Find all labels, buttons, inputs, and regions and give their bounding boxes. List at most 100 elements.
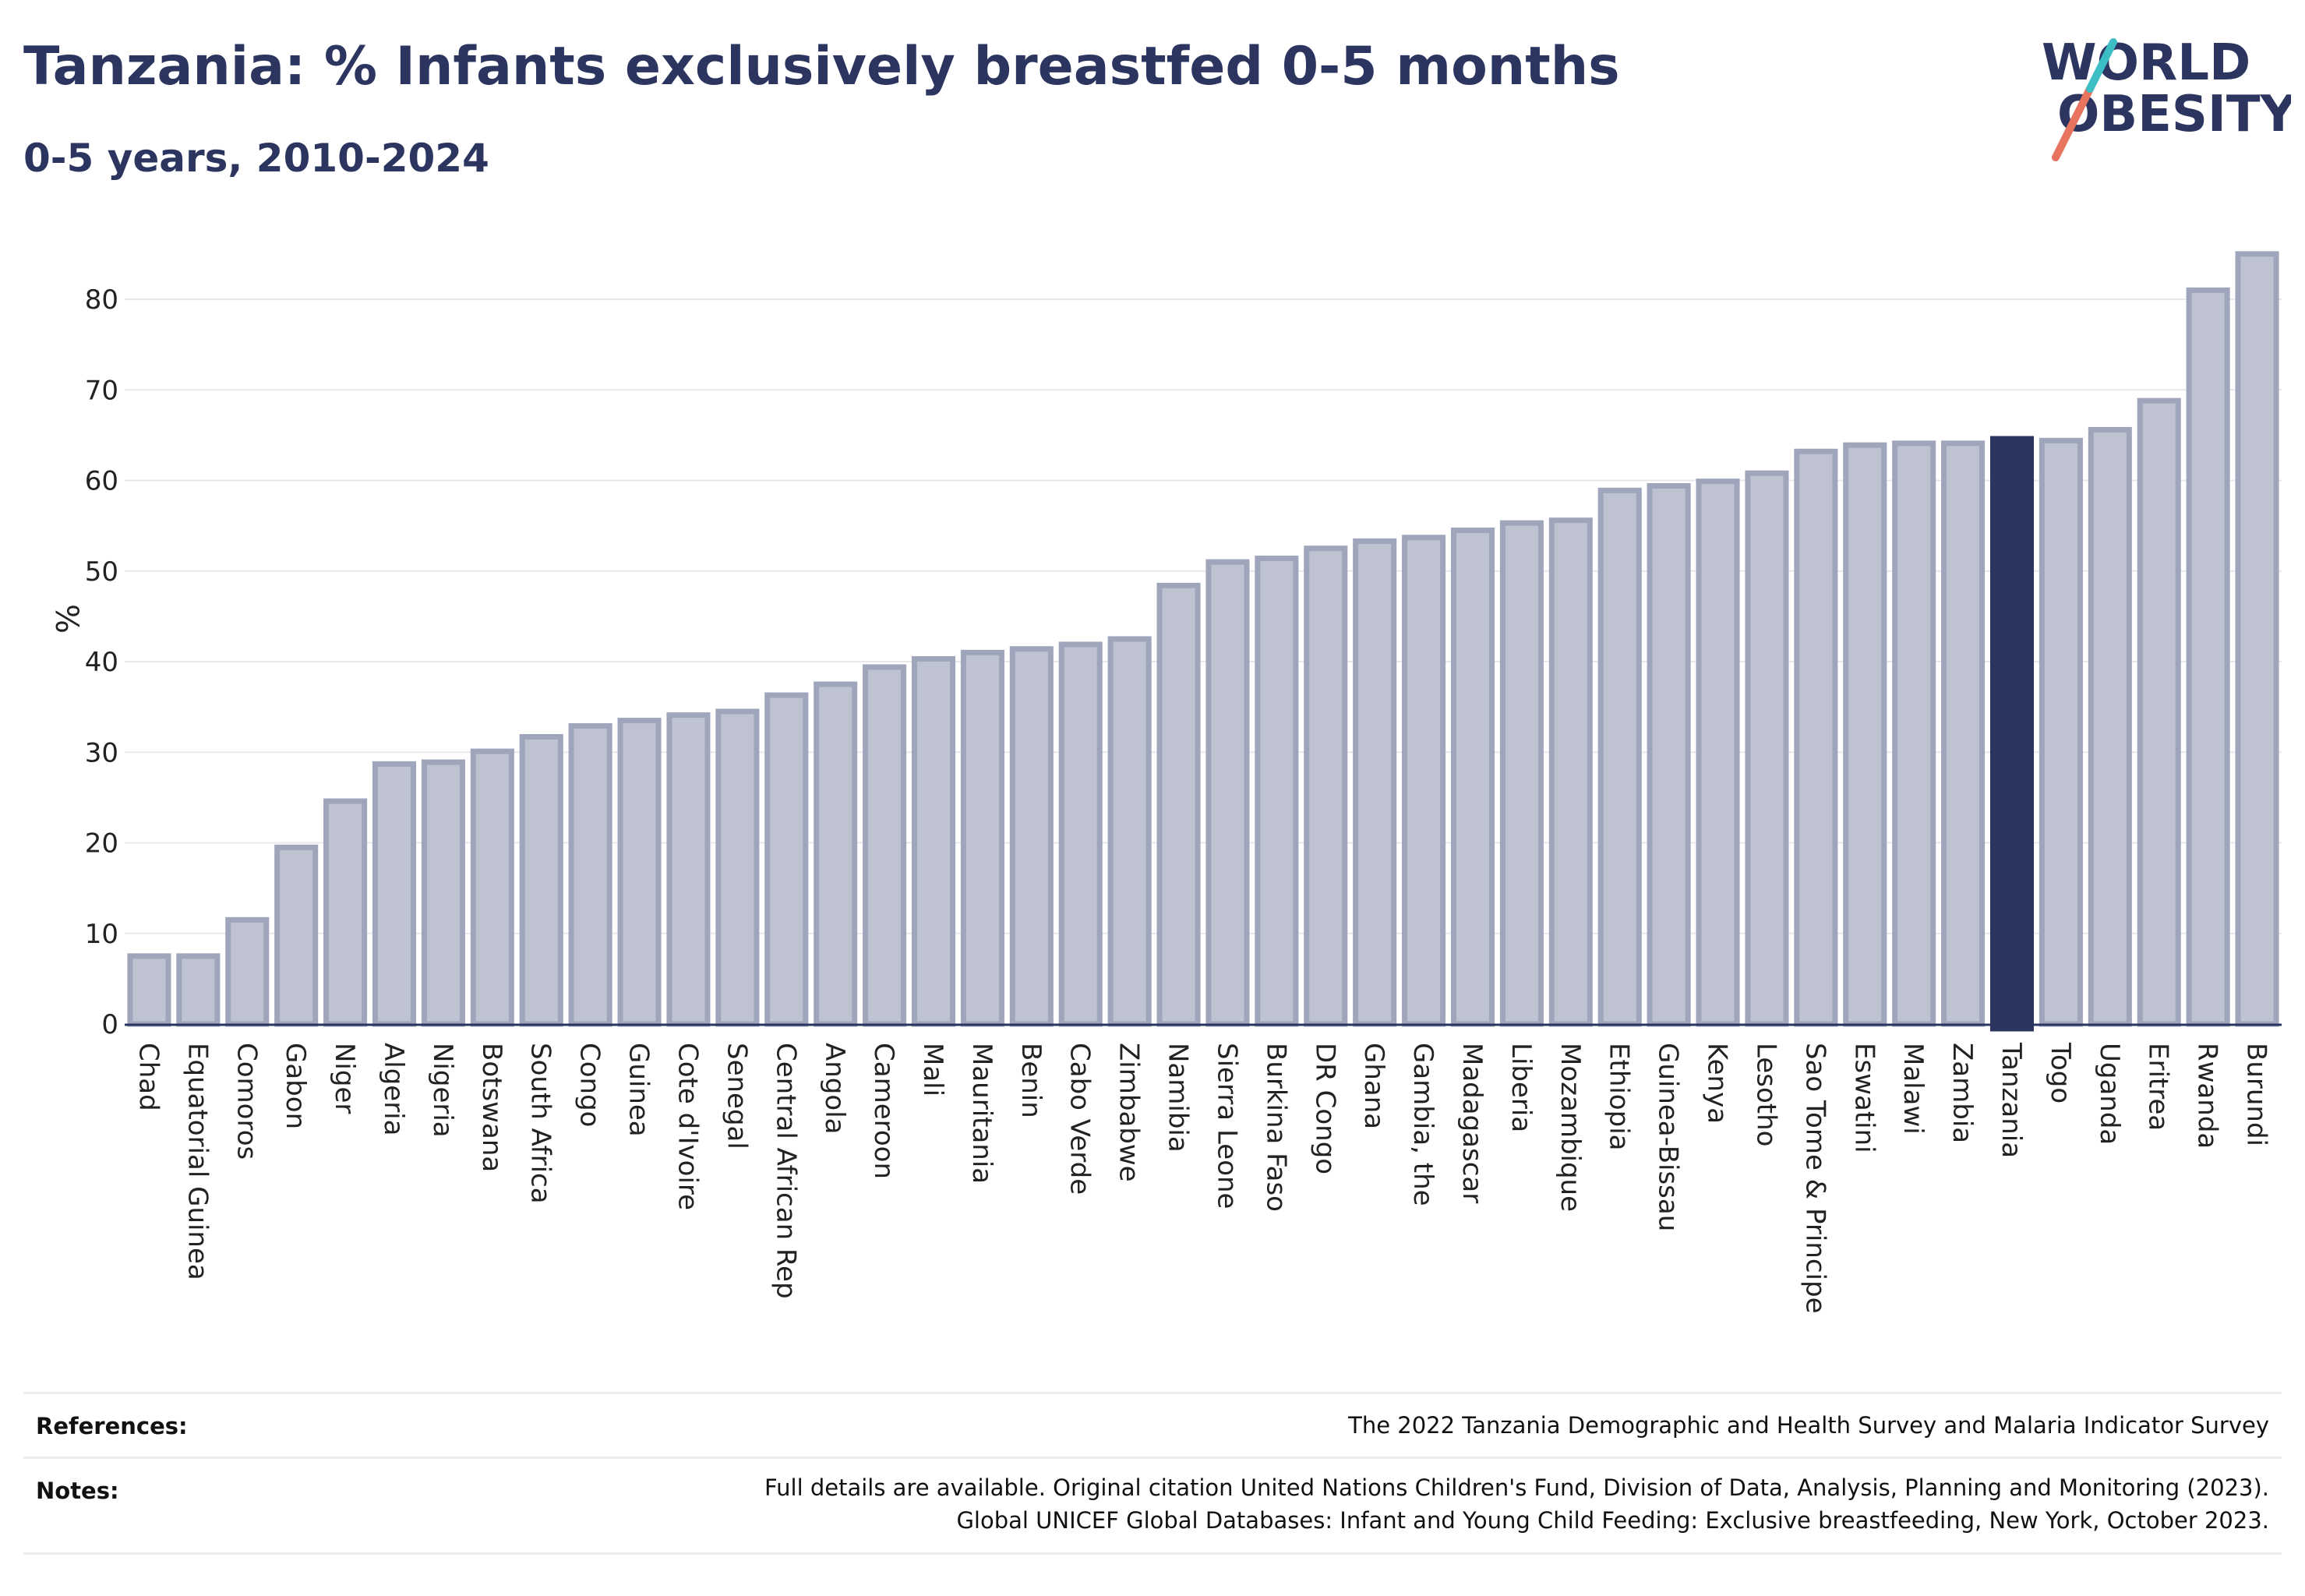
x-tick-label-nigeria: Nigeria [427,1043,458,1138]
x-tick-label-rwanda: Rwanda [2192,1043,2223,1149]
x-tick-label-namibia: Namibia [1163,1043,1194,1153]
y-tick-label-10: 10 [85,919,118,950]
footer: References: The 2022 Tanzania Demographi… [23,1392,2282,1555]
logo-line-world: WORLD [2042,34,2250,92]
bar-mali [911,656,956,1027]
bar-mozambique [1548,517,1593,1027]
bar-dr-congo [1304,546,1348,1027]
x-tick-label-central-african-rep: Central African Rep [770,1043,801,1299]
bar-cameroon [863,664,907,1027]
x-tick-label-zambia: Zambia [1947,1043,1978,1143]
x-tick-label-ethiopia: Ethiopia [1604,1043,1635,1150]
x-tick-label-comoros: Comoros [231,1043,262,1160]
bar-gambia-the [1402,535,1446,1027]
bar-algeria [372,761,417,1027]
bar-sierra-leone [1205,559,1250,1027]
y-tick-label-70: 70 [85,375,118,406]
x-tick-label-congo: Congo [574,1043,605,1127]
bar-ghana [1353,538,1397,1027]
x-tick-label-guinea: Guinea [623,1043,655,1137]
bar-central-african-rep [764,692,809,1027]
bar-congo [568,723,612,1027]
bar-senegal [715,708,760,1027]
bar-uganda [2088,426,2132,1027]
bar-togo [2038,437,2083,1027]
bar-lesotho [1745,470,1789,1027]
x-tick-label-benin: Benin [1015,1043,1047,1118]
x-tick-label-madagascar: Madagascar [1456,1043,1488,1203]
bar-mauritania [960,649,1004,1027]
y-tick-label-50: 50 [85,556,118,588]
x-tick-label-ghana: Ghana [1358,1043,1389,1129]
bar-chad [127,953,171,1027]
notes-text-line-1: Full details are available. Original cit… [764,1474,2269,1501]
bar-cabo-verde [1058,641,1103,1027]
bar-zimbabwe [1107,636,1152,1027]
x-tick-label-botswana: Botswana [476,1043,507,1172]
x-tick-label-togo: Togo [2045,1042,2076,1103]
x-tick-label-burundi: Burundi [2241,1043,2272,1146]
bar-comoros [225,916,270,1027]
x-tick-label-equatorial-guinea: Equatorial Guinea [182,1043,213,1280]
bar-eritrea [2137,397,2181,1027]
x-tick-label-mozambique: Mozambique [1555,1043,1586,1212]
y-tick-label-30: 30 [85,737,118,768]
y-tick-label-0: 0 [101,1009,118,1040]
x-tick-label-lesotho: Lesotho [1750,1043,1781,1146]
x-tick-label-sierra-leone: Sierra Leone [1211,1043,1242,1209]
bar-cote-d-ivoire [666,712,711,1027]
chart-subtitle: 0-5 years, 2010-2024 [23,136,489,181]
y-axis-ticks: 0 10 20 30 40 50 60 70 80 [85,284,118,1040]
bar-burundi [2235,251,2279,1027]
x-tick-label-liberia: Liberia [1505,1043,1537,1132]
bar-niger [323,798,368,1027]
bar-equatorial-guinea [176,953,221,1027]
bar-angola [814,681,858,1027]
y-axis-title: % [48,604,84,634]
notes-text-line-2: Global UNICEF Global Databases: Infant a… [956,1507,2269,1534]
y-tick-label-40: 40 [85,647,118,678]
x-tick-label-tanzania: Tanzania [1996,1042,2027,1158]
logo-line-obesity: OBESITY [2057,86,2291,143]
references-text: The 2022 Tanzania Demographic and Health… [1348,1412,2269,1439]
logo-slash-coral [2052,85,2094,161]
bar-sao-tome-principe [1794,448,1838,1027]
notes-label: Notes: [36,1478,119,1504]
x-tick-label-cabo-verde: Cabo Verde [1064,1043,1096,1195]
x-axis-labels: Chad Equatorial Guinea Comoros Gabon Niger Al… [132,1042,2271,1314]
bar-nigeria [421,759,465,1027]
bar-benin [1009,646,1054,1027]
x-tick-label-mali: Mali [917,1043,948,1096]
x-tick-label-senegal: Senegal [721,1043,752,1149]
bar-rwanda [2186,287,2230,1027]
x-tick-label-burkina-faso: Burkina Faso [1260,1043,1291,1212]
x-tick-label-mauritania: Mauritania [966,1043,997,1184]
x-tick-label-gambia-the: Gambia, the [1407,1043,1438,1206]
x-tick-label-eswatini: Eswatini [1848,1043,1880,1153]
chart-title: Tanzania: % Infants exclusively breastfe… [23,36,1620,97]
bar-botswana [470,748,514,1027]
references-label: References: [36,1413,188,1439]
x-tick-label-uganda: Uganda [2094,1043,2125,1145]
bar-kenya [1696,478,1740,1027]
bar-south-africa [519,733,563,1027]
x-tick-label-niger: Niger [329,1043,360,1114]
bar-zambia [1941,440,1986,1027]
bar-burkina-faso [1255,555,1299,1027]
y-tick-label-20: 20 [85,828,118,860]
x-tick-label-cameroon: Cameroon [868,1043,899,1179]
y-tick-label-60: 60 [85,466,118,497]
bar-tanzania [1989,436,2035,1032]
references-row: References: The 2022 Tanzania Demographi… [23,1392,2282,1457]
x-tick-label-zimbabwe: Zimbabwe [1114,1043,1145,1182]
x-tick-label-chad: Chad [132,1043,164,1111]
x-tick-label-angola: Angola [819,1043,850,1134]
logo-slash-teal [2086,38,2117,93]
x-tick-label-cote-d-ivoire: Cote d'Ivoire [672,1043,703,1210]
x-tick-label-dr-congo: DR Congo [1309,1043,1340,1174]
bar-gabon [274,844,319,1027]
x-tick-label-south-africa: South Africa [525,1043,556,1204]
x-tick-label-guinea-bissau: Guinea-Bissau [1653,1043,1684,1231]
x-tick-label-eritrea: Eritrea [2143,1043,2174,1131]
